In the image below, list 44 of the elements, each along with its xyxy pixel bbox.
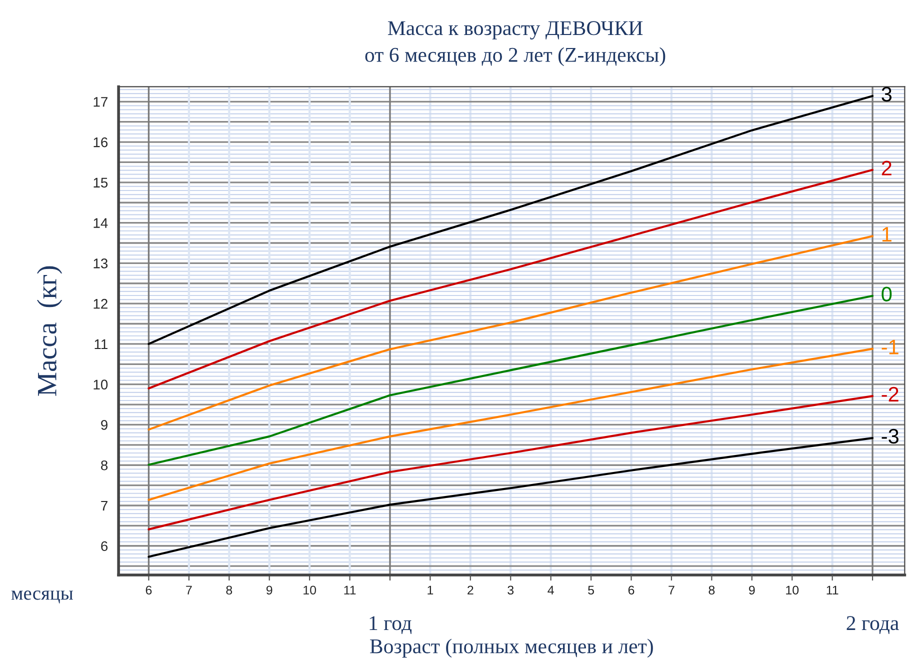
x-tick-label: 9 bbox=[266, 586, 272, 595]
y-axis-title: Масса (кг) bbox=[36, 266, 62, 396]
x-tick-label: 7 bbox=[186, 586, 192, 594]
text: 1 год bbox=[370, 616, 412, 634]
x-tick-label: 6 bbox=[146, 586, 152, 595]
y-tick-label: 15 bbox=[94, 178, 108, 188]
x2-tick-label: 2 bbox=[468, 586, 474, 594]
y-tick-label: 12 bbox=[94, 298, 108, 309]
x-tick-label: 8 bbox=[226, 586, 232, 595]
y-tick-label: 9 bbox=[101, 420, 108, 430]
x2-tick-label: 4 bbox=[548, 586, 554, 594]
series-label: 2 bbox=[882, 160, 892, 176]
series-label: -2 bbox=[882, 386, 898, 402]
series-label: 1 bbox=[882, 227, 892, 242]
y-tick-label: 17 bbox=[94, 97, 108, 107]
x-tick-label: 10 bbox=[304, 586, 316, 595]
x2-tick-label: 5 bbox=[588, 586, 594, 595]
x2-tick-label: 1 bbox=[428, 586, 434, 594]
line-series bbox=[148, 294, 874, 466]
y-tick-label: 8 bbox=[101, 460, 108, 470]
chart-subtitle: от 6 месяцев до 2 лет (Z-индексы) bbox=[365, 47, 666, 66]
line-series bbox=[148, 348, 874, 501]
x-tick-label: 11 bbox=[344, 586, 356, 594]
line-series bbox=[148, 437, 874, 558]
y-tick-label: 7 bbox=[101, 500, 108, 511]
text: месяцы bbox=[11, 590, 73, 604]
line-series bbox=[148, 168, 874, 390]
series-label: 3 bbox=[882, 86, 892, 102]
line-series bbox=[148, 235, 874, 431]
series-label: 0 bbox=[882, 286, 892, 302]
chart-title: Масса к возрасту ДЕВОЧКИ bbox=[388, 21, 643, 40]
text: 2 года bbox=[846, 616, 899, 634]
line-series bbox=[148, 395, 874, 530]
y-tick-label: 11 bbox=[94, 339, 108, 349]
series-label: -1 bbox=[882, 340, 898, 354]
y-tick-label: 6 bbox=[101, 541, 108, 552]
x-axis-title: Возраст (полных месяцев и лет) bbox=[370, 638, 653, 658]
line-series bbox=[148, 94, 874, 345]
y-tick-label: 13 bbox=[94, 258, 108, 268]
y-tick-label: 14 bbox=[94, 218, 108, 228]
y-tick-label: 16 bbox=[94, 137, 108, 148]
y-tick-label: 10 bbox=[94, 380, 108, 390]
series-label: -3 bbox=[882, 428, 898, 444]
x2-tick-label: 3 bbox=[508, 586, 514, 595]
